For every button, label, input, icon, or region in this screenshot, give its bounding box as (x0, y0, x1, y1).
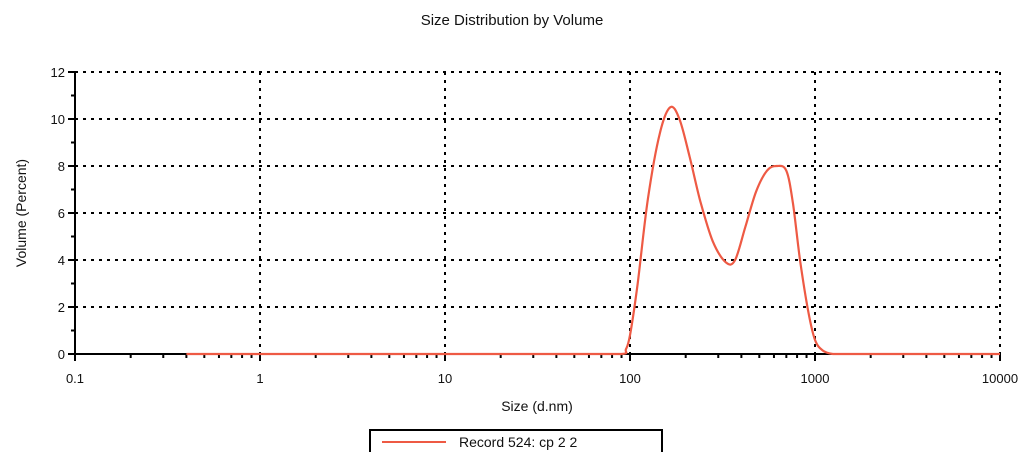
series-lines (186, 105, 1000, 356)
chart-title: Size Distribution by Volume (421, 12, 604, 29)
y-tick-label: 12 (51, 65, 65, 80)
x-tick-label: 10000 (982, 371, 1018, 386)
y-tick-label: 6 (58, 206, 65, 221)
legend-label: Record 524: cp 2 2 (459, 434, 578, 450)
x-tick-label: 1000 (801, 371, 830, 386)
y-axis-label: Volume (Percent) (13, 159, 29, 267)
series-line (186, 105, 1000, 356)
x-tick-label: 1 (256, 371, 263, 386)
tick-labels: 0 2 4 6 8 10 12 0.1 1 10 100 1000 10000 (51, 65, 1019, 386)
x-tick-label: 10 (438, 371, 452, 386)
y-tick-label: 4 (58, 253, 65, 268)
y-tick-label: 2 (58, 300, 65, 315)
x-tick-label: 100 (619, 371, 641, 386)
y-tick-label: 8 (58, 159, 65, 174)
legend: Record 524: cp 2 2 (369, 429, 663, 452)
y-tick-label: 10 (51, 112, 65, 127)
legend-box (369, 429, 663, 452)
x-tick-label: 0.1 (66, 371, 84, 386)
tick-marks (68, 71, 1001, 361)
x-axis-label: Size (d.nm) (501, 398, 573, 414)
y-tick-label: 0 (58, 347, 65, 362)
grid-lines (75, 71, 1001, 354)
